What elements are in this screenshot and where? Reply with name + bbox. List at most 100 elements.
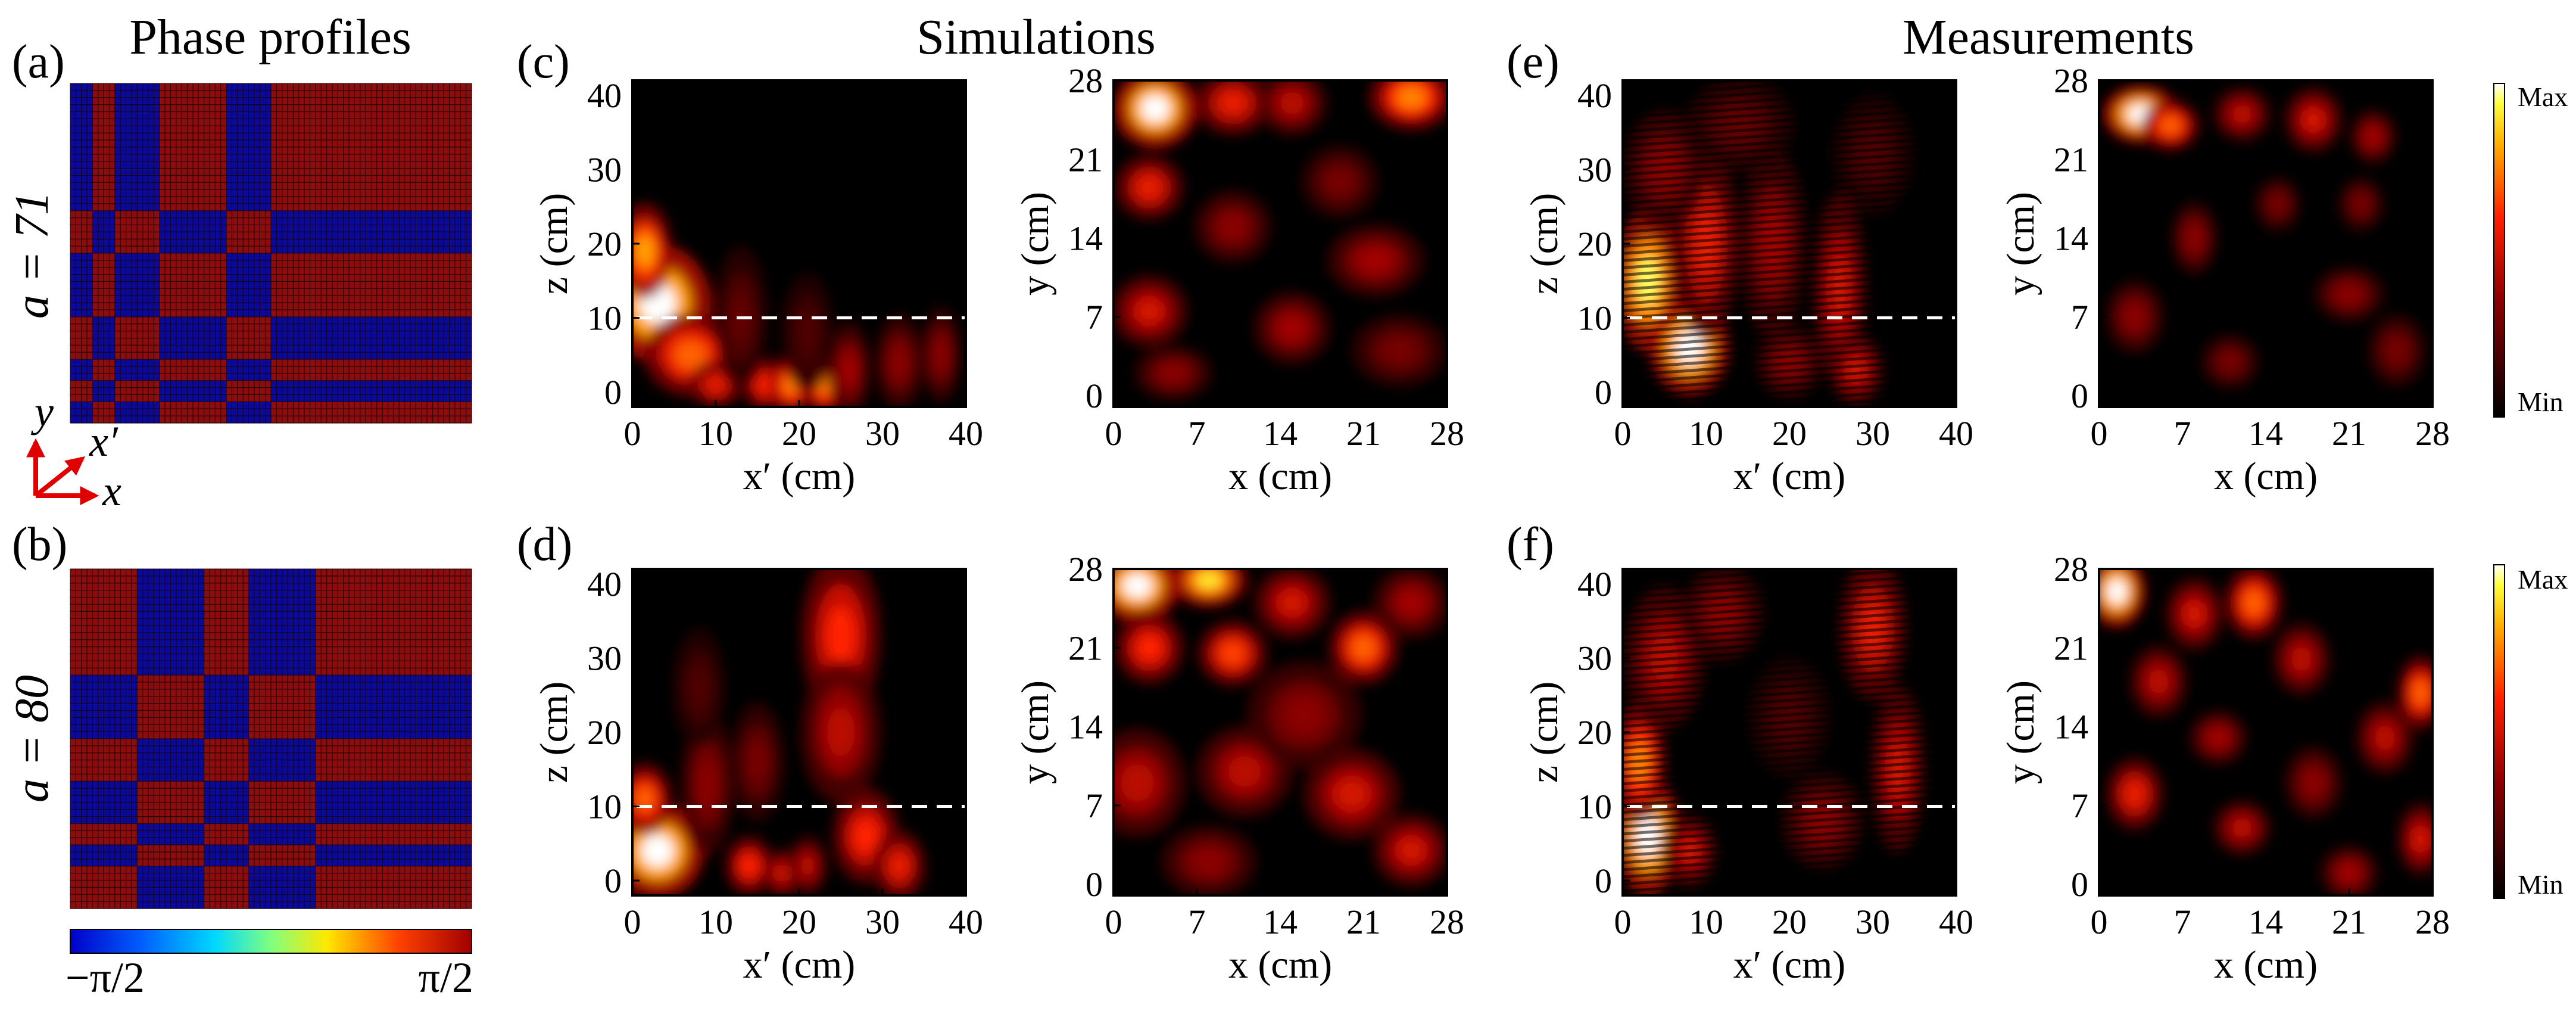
- y-tick-label: 0: [2071, 865, 2088, 904]
- intensity-colorbar-bottom: Max Min: [2493, 564, 2568, 900]
- heatmap-blob-core: [1137, 635, 1161, 661]
- heatmap-blob-core: [841, 353, 857, 387]
- phase-grid-lines: [70, 83, 472, 424]
- heatmap-blob-core: [1137, 176, 1161, 199]
- heatmap-blob-core: [1383, 338, 1416, 363]
- y-axis-label: y (cm): [1013, 192, 1057, 295]
- y-tick-label: 20: [1577, 713, 1612, 752]
- panel-label-e: (e): [1507, 36, 1560, 88]
- heatmap-blob-core: [854, 819, 878, 853]
- heatmap-blob-core: [2412, 680, 2429, 705]
- phase-colorbar: −π/2 π/2: [66, 929, 473, 1001]
- y-tick-label: 40: [587, 76, 622, 115]
- axis-glyph-x-prime-label: x′: [89, 418, 118, 465]
- y-tick-label: 7: [2071, 298, 2088, 337]
- heatmap-blob-core: [635, 235, 654, 267]
- x-tick-label: 21: [2332, 903, 2366, 941]
- x-axis-label: x′ (cm): [743, 943, 856, 987]
- phase-colorbar-min-label: −π/2: [66, 954, 145, 1001]
- heatmap-blob-core: [2125, 782, 2145, 807]
- heatmap-blob-core: [1160, 363, 1186, 382]
- x-axis-label: x (cm): [2214, 455, 2318, 498]
- x-tick-label: 0: [624, 414, 641, 453]
- heatmap-blob-core: [1192, 849, 1225, 875]
- y-tick-label: 7: [2071, 786, 2088, 825]
- x-tick-label: 21: [1346, 414, 1381, 453]
- heatmap-blob-core: [1122, 573, 1152, 599]
- x-tick-label: 0: [1105, 903, 1122, 941]
- x-axis-label: x′ (cm): [1733, 943, 1846, 987]
- x-tick-label: 0: [2091, 414, 2108, 453]
- intensity-colorbar-bottom-min: Min: [2518, 869, 2563, 900]
- x-tick-label: 40: [1939, 414, 1973, 453]
- heatmap-blob-core: [2220, 352, 2240, 372]
- x-tick-label: 10: [1689, 903, 1723, 941]
- heatmap-blob-core: [1352, 635, 1376, 661]
- y-tick-label: 21: [1068, 629, 1103, 667]
- heatmap-blob-core: [698, 760, 717, 809]
- heatmap-blob-core: [2375, 725, 2395, 751]
- heatmap-blob-core: [2107, 579, 2127, 604]
- row-label-a71: a = 71: [6, 191, 58, 319]
- heatmap-blob-core: [1398, 590, 1424, 615]
- heatmap-plot-area: [1114, 569, 1447, 895]
- panel-label-c: (c): [517, 36, 570, 88]
- heatmap-blob-core: [1335, 778, 1368, 810]
- x-tick-label: 14: [2248, 903, 2283, 941]
- heatmap-blob-core: [706, 376, 725, 393]
- y-tick-label: 7: [1086, 786, 1103, 825]
- x-tick-label: 40: [1939, 903, 1973, 941]
- title-measurements: Measurements: [1903, 10, 2194, 65]
- y-tick-label: 10: [1577, 299, 1612, 338]
- heatmap-blob-core: [2232, 105, 2252, 124]
- y-tick-label: 14: [2054, 219, 2088, 258]
- x-axis-label: x′ (cm): [743, 455, 856, 498]
- heatmap-blob-core: [1220, 214, 1246, 239]
- phase-profile-a71: [70, 83, 472, 424]
- intensity-colorbar-top: Max Min: [2493, 82, 2568, 418]
- x-tick-label: 30: [865, 414, 900, 453]
- y-tick-label: 21: [2054, 629, 2088, 667]
- y-axis-label: y (cm): [1013, 680, 1057, 784]
- panel-label-a: (a): [12, 36, 65, 88]
- y-tick-label: 21: [1068, 140, 1103, 179]
- heatmap-plot-area: [1623, 80, 1956, 407]
- heatmap-blob-core: [798, 312, 817, 353]
- heatmap-plot-area: [632, 80, 966, 407]
- heatmap-d-xz: 0 10 20 30 40 0 10 20 30 40 x′ (cm) z (cm): [532, 565, 983, 987]
- x-tick-label: 10: [698, 903, 733, 941]
- y-axis-label: z (cm): [1523, 682, 1566, 783]
- heatmap-blob-core: [934, 338, 948, 372]
- heatmap-blob-core: [1121, 764, 1154, 802]
- panel-label-d: (d): [517, 518, 572, 571]
- y-tick-label: 30: [587, 639, 622, 677]
- heatmap-f-xy: 0 7 14 21 28 0 7 14 21 28 x (cm) y (cm): [1999, 550, 2450, 987]
- y-tick-label: 20: [1577, 225, 1612, 263]
- x-tick-label: 30: [1855, 414, 1890, 453]
- heatmap-blob-core: [1280, 92, 1304, 114]
- heatmap-blob-core: [890, 853, 909, 878]
- y-axis-label: z (cm): [532, 193, 576, 294]
- heatmap-blobs: [632, 203, 961, 407]
- heatmap-f-xz: 0 10 20 30 40 0 10 20 30 40 x′ (cm) z (cm): [1523, 565, 1973, 987]
- heatmap-blob-core: [1221, 642, 1245, 665]
- y-tick-label: 40: [1577, 565, 1612, 604]
- intensity-colorbar-top-max: Max: [2518, 82, 2568, 112]
- y-tick-label: 40: [587, 565, 622, 604]
- x-tick-label: 40: [949, 903, 983, 941]
- x-tick-label: 21: [2332, 414, 2366, 453]
- axis-glyph-x-label: x: [102, 467, 121, 515]
- y-axis-label: y (cm): [1999, 680, 2042, 784]
- panel-label-f: (f): [1507, 518, 1554, 571]
- heatmap-e-xy: 0 7 14 21 28 0 7 14 21 28 x (cm) y (cm): [1999, 61, 2450, 498]
- x-tick-label: 0: [1614, 414, 1632, 453]
- heatmap-blob-core: [2160, 117, 2181, 135]
- heatmap-blob-core: [2412, 826, 2429, 852]
- y-tick-label: 0: [2071, 377, 2088, 415]
- heatmap-blob-core: [1220, 92, 1246, 114]
- heatmap-plot-area: [2099, 80, 2432, 407]
- heatmap-blob-core: [2269, 195, 2286, 214]
- title-simulations: Simulations: [916, 10, 1155, 65]
- heatmap-blobs: [2103, 85, 2425, 389]
